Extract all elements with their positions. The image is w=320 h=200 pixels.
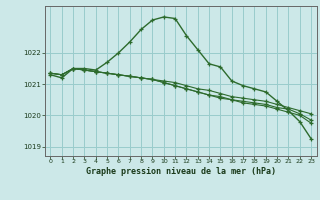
- X-axis label: Graphe pression niveau de la mer (hPa): Graphe pression niveau de la mer (hPa): [86, 167, 276, 176]
